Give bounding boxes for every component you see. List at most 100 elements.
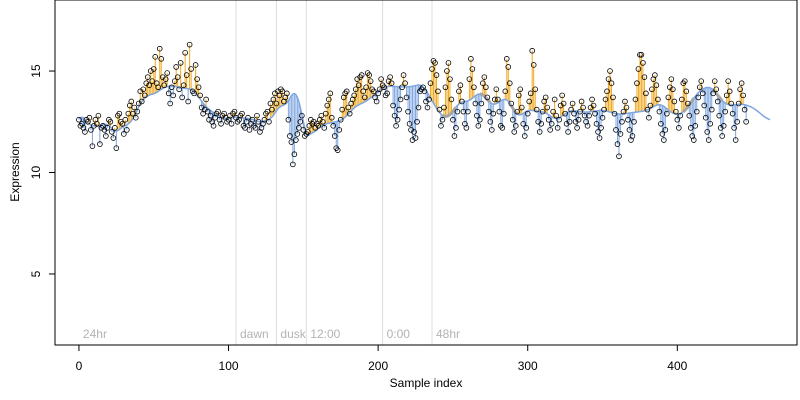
x-tick-label: 400: [667, 359, 687, 373]
data-point: [668, 76, 675, 82]
data-point: [376, 86, 383, 93]
data-point: [459, 98, 465, 105]
data-point: [511, 129, 518, 135]
data-point: [471, 84, 477, 91]
data-points: [76, 41, 749, 168]
data-point: [506, 80, 513, 87]
data-point: [492, 96, 498, 103]
data-point: [495, 96, 501, 103]
data-point: [737, 86, 743, 93]
data-point: [394, 116, 401, 123]
data-point: [204, 108, 211, 115]
data-point: [592, 110, 598, 117]
data-point: [173, 64, 179, 70]
data-point: [397, 96, 404, 103]
data-point: [144, 74, 151, 80]
data-point: [509, 116, 516, 123]
data-point: [370, 88, 377, 95]
data-point: [109, 129, 115, 135]
data-point: [533, 106, 540, 113]
data-point: [396, 106, 402, 113]
x-tick-label: 0: [76, 359, 83, 373]
data-point: [179, 94, 185, 101]
data-point: [156, 45, 163, 52]
data-point: [518, 104, 525, 111]
gap-fill-line: [378, 85, 388, 92]
data-point: [269, 106, 275, 113]
data-point: [463, 125, 470, 131]
data-point: [337, 116, 344, 123]
data-point: [300, 127, 307, 133]
data-point: [661, 137, 667, 143]
data-point: [116, 110, 123, 117]
data-point: [228, 120, 235, 127]
data-point: [599, 114, 606, 121]
data-point: [629, 133, 636, 139]
data-point: [103, 133, 109, 139]
data-point: [701, 102, 708, 109]
data-point: [562, 110, 568, 117]
data-point: [414, 118, 420, 125]
data-point: [740, 92, 746, 99]
data-point: [607, 68, 613, 74]
data-point: [245, 114, 251, 121]
data-point: [131, 104, 138, 111]
gap-fill-line: [509, 104, 519, 116]
data-point: [168, 84, 175, 91]
data-point: [119, 120, 126, 127]
data-point: [468, 56, 474, 62]
data-point: [146, 82, 153, 89]
y-axis: 5 10 15: [29, 64, 55, 277]
data-point: [584, 123, 591, 129]
data-point: [623, 104, 630, 111]
data-point: [122, 116, 129, 123]
data-point: [296, 125, 302, 131]
data-point: [553, 112, 559, 119]
data-point: [723, 92, 730, 99]
data-point: [577, 108, 583, 115]
data-point: [500, 110, 507, 117]
data-point: [565, 129, 571, 135]
data-point: [358, 72, 365, 78]
data-point: [622, 98, 628, 105]
data-point: [538, 120, 544, 127]
data-point: [439, 116, 446, 123]
data-point: [194, 76, 200, 82]
data-point: [480, 80, 486, 87]
data-point: [649, 86, 655, 93]
data-point: [586, 112, 592, 119]
data-point: [523, 125, 530, 131]
x-axis-title: Sample index: [390, 376, 463, 390]
data-point: [568, 106, 574, 113]
data-point: [671, 98, 678, 105]
phase-label: 12:00: [310, 327, 340, 341]
data-point: [176, 86, 182, 93]
data-point: [527, 90, 534, 97]
data-point: [719, 133, 726, 139]
data-point: [264, 108, 271, 115]
gap-fill-line: [441, 106, 458, 119]
data-point: [384, 90, 390, 97]
data-point: [652, 72, 658, 78]
data-point: [677, 112, 684, 119]
data-point: [155, 84, 162, 91]
data-point: [682, 78, 688, 84]
data-point: [713, 86, 720, 93]
data-point: [180, 82, 187, 89]
data-point: [442, 84, 449, 91]
data-point: [266, 118, 272, 125]
data-point: [129, 110, 136, 117]
data-point: [496, 108, 503, 115]
data-point: [325, 96, 332, 103]
data-point: [112, 125, 118, 131]
data-point: [331, 133, 338, 139]
data-point: [239, 110, 245, 117]
data-point: [469, 66, 476, 72]
data-point: [729, 110, 736, 117]
data-point: [86, 114, 93, 121]
data-point: [502, 88, 509, 95]
data-point: [616, 153, 622, 160]
data-point: [415, 104, 422, 111]
data-point: [435, 88, 441, 95]
data-point: [731, 125, 737, 131]
